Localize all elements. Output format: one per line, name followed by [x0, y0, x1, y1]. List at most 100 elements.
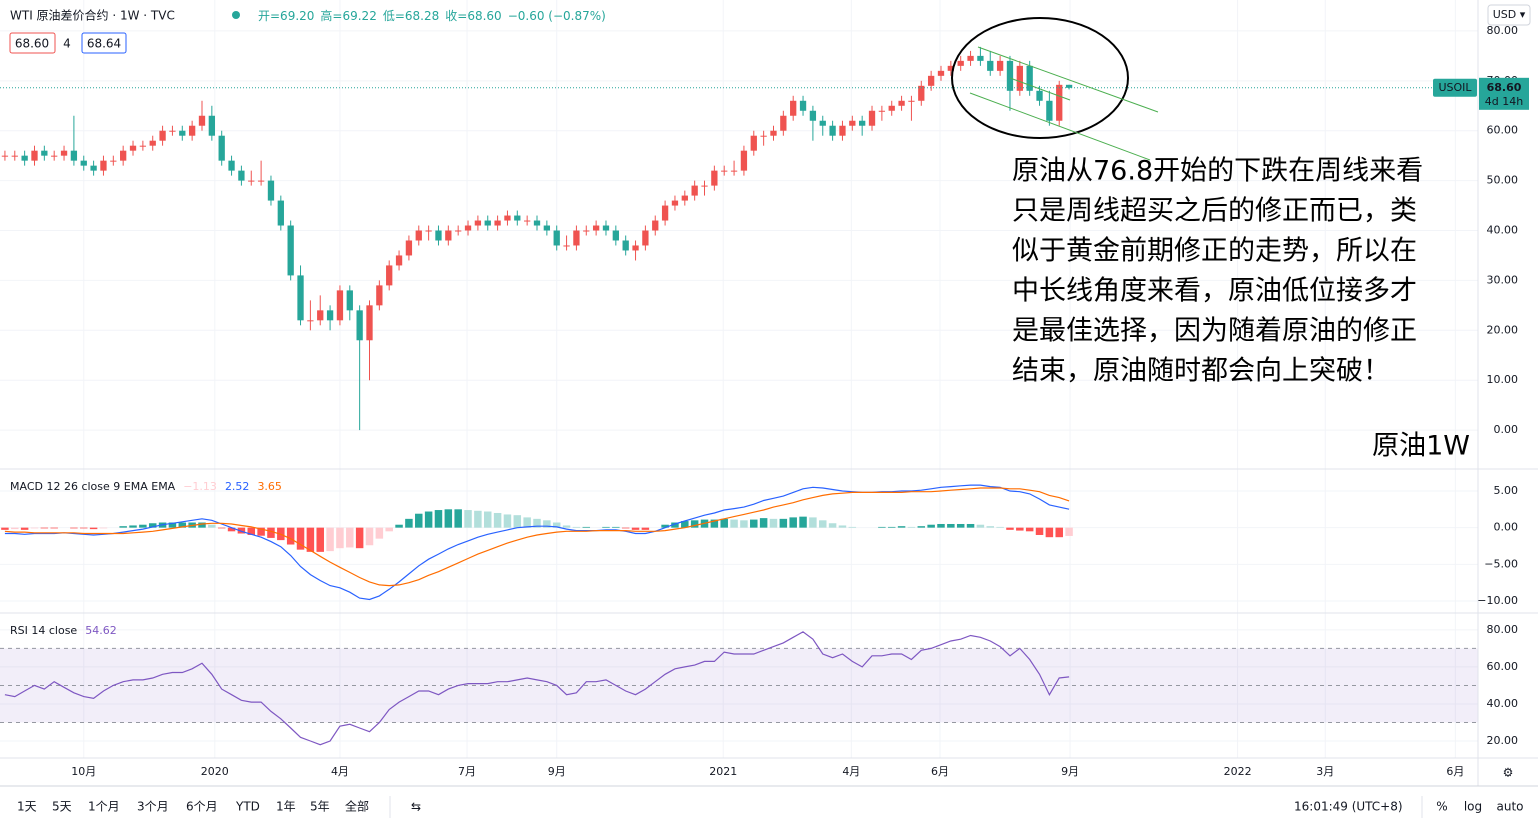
currency[interactable]: USD ▾ — [1493, 8, 1526, 21]
ellipse-drawing[interactable] — [951, 17, 1129, 139]
clock[interactable]: 16:01:49 (UTC+8) — [1294, 800, 1403, 814]
histogram-bar — [1006, 527, 1014, 530]
annotation-tag[interactable]: 原油1W — [1372, 431, 1470, 462]
range-button[interactable]: 1年 — [276, 800, 296, 814]
candle-body — [326, 310, 334, 321]
candle-body — [553, 230, 560, 246]
annotation-line[interactable]: 只是周线超买之后的修正而已，类 — [1012, 196, 1417, 227]
histogram-bar — [40, 527, 49, 529]
annotation-line[interactable]: 结束，原油随时都会向上突破！ — [1012, 356, 1390, 387]
candle-body — [179, 130, 186, 136]
candle-body — [110, 160, 117, 162]
candle-body — [1016, 65, 1023, 91]
candle-body — [445, 230, 452, 241]
histogram-bar — [20, 527, 29, 530]
candle-body — [563, 245, 570, 247]
range-button[interactable]: 6个月 — [186, 800, 218, 814]
histogram-bar — [257, 527, 265, 536]
market-status[interactable] — [232, 11, 240, 19]
candle-body — [238, 170, 245, 181]
indicator-legend: MACD 12 26 close 9 EMA EMA −1.13 2.52 3.65 — [10, 480, 282, 493]
candle-body — [346, 290, 353, 311]
annotation-line[interactable]: 似于黄金前期修正的走势，所以在 — [1012, 236, 1417, 267]
ask-price[interactable]: 68.64 — [87, 37, 121, 51]
candle-body — [267, 180, 275, 201]
histogram-bar — [415, 513, 423, 528]
bid-price[interactable]: 68.60 — [15, 37, 49, 51]
histogram-bar — [503, 514, 512, 528]
x-tick-label: 6月 — [1446, 765, 1464, 778]
x-tick-label: 4月 — [331, 765, 349, 778]
candle-body — [543, 225, 551, 231]
bid-box[interactable] — [9, 32, 56, 54]
candle-body — [356, 310, 363, 341]
symbol-title[interactable]: WTI 原油差价合约 · 1W · TVC — [10, 8, 175, 23]
candle-body — [188, 125, 196, 136]
histogram-bar — [750, 519, 758, 528]
compare-icon[interactable]: ⇆ — [411, 800, 421, 814]
histogram-bar — [198, 522, 206, 528]
range-button[interactable]: 全部 — [345, 799, 369, 814]
histogram-bar — [917, 526, 926, 528]
histogram-bar — [346, 527, 354, 548]
range-button[interactable]: 3个月 — [137, 800, 169, 814]
candle-body — [139, 145, 147, 147]
y-tick-label: 10.00 — [1487, 373, 1519, 386]
candle-body — [405, 240, 413, 256]
candle-body — [533, 220, 541, 226]
candle-body — [120, 150, 127, 161]
settings-icon[interactable]: ⚙ — [1503, 766, 1514, 780]
histogram-bar — [375, 527, 384, 539]
candle-body — [1, 155, 9, 157]
candle-body — [297, 275, 304, 321]
currency-button[interactable] — [1487, 4, 1531, 26]
range-button[interactable]: 1天 — [17, 800, 37, 814]
histogram-bar — [434, 510, 443, 528]
histogram-bar — [306, 527, 315, 552]
ohlc-change: −0.60 (−0.87%) — [508, 9, 606, 23]
histogram-bar — [1055, 527, 1063, 538]
ohlc-high: 高=69.22 — [320, 8, 376, 23]
scale-option[interactable]: % — [1436, 800, 1447, 814]
range-button[interactable]: 5天 — [52, 800, 72, 814]
scale-option[interactable]: auto — [1496, 800, 1523, 814]
histogram-bar — [612, 526, 620, 528]
histogram-bar — [217, 527, 226, 529]
candle-body — [70, 150, 78, 161]
y-tick-label: 5.00 — [1494, 484, 1519, 497]
channel-line[interactable] — [969, 92, 1151, 161]
histogram-bar — [779, 518, 788, 528]
channel-line[interactable] — [977, 46, 1159, 113]
range-button[interactable]: 1个月 — [88, 800, 120, 814]
candle-body — [287, 225, 294, 276]
candle-body — [878, 110, 886, 112]
candle-body — [809, 110, 817, 121]
range-button[interactable]: 5年 — [310, 800, 330, 814]
ask-box[interactable] — [81, 32, 127, 54]
candle-body — [622, 240, 629, 251]
indicator-line — [4, 484, 1070, 601]
candle-body — [1036, 90, 1043, 101]
range-button[interactable]: YTD — [235, 800, 260, 814]
candle-body — [228, 160, 235, 171]
histogram-bar — [11, 527, 19, 530]
scale-option[interactable]: log — [1464, 800, 1482, 814]
legend-value: MACD 12 26 close 9 EMA EMA — [10, 480, 176, 493]
x-tick-label: 6月 — [931, 765, 949, 778]
candle-body — [967, 55, 974, 61]
candle-body — [129, 145, 137, 151]
histogram-bar — [464, 510, 472, 528]
channel-line[interactable] — [1009, 77, 1071, 101]
legend-value: −1.13 — [183, 480, 217, 493]
histogram-bar — [996, 526, 1004, 528]
annotation-line[interactable]: 是最佳选择，因为随着原油的修正 — [1012, 316, 1417, 347]
histogram-bar — [809, 517, 817, 528]
annotation-line[interactable]: 中长线角度来看，原油低位接多才 — [1012, 276, 1417, 307]
candle-body — [218, 135, 225, 161]
y-tick-label: 40.00 — [1487, 697, 1519, 710]
x-tick-label: 2022 — [1224, 765, 1252, 778]
histogram-bar — [937, 523, 945, 528]
x-tick-label: 2020 — [201, 765, 229, 778]
annotation-line[interactable]: 原油从76.8开始的下跌在周线来看 — [1012, 156, 1423, 187]
histogram-bar — [819, 520, 827, 528]
